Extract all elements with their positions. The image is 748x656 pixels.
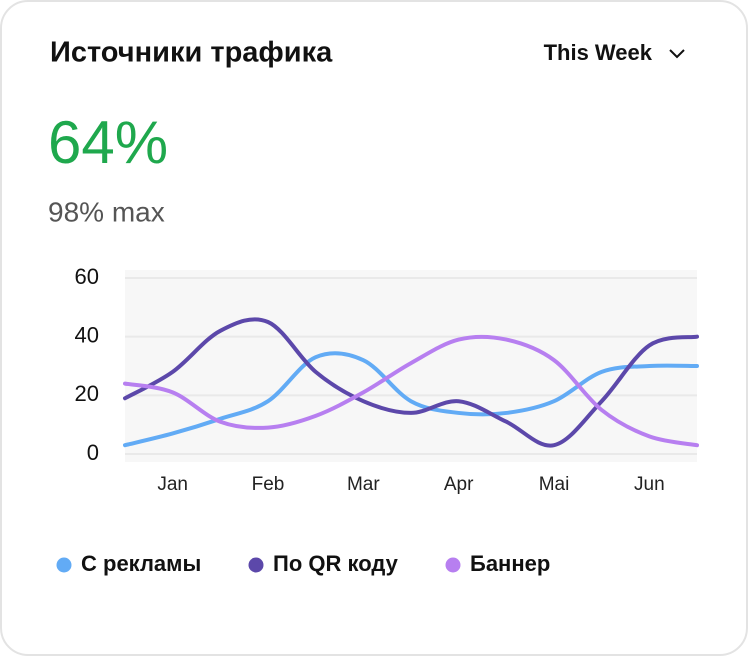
x-tick-label: Feb [252,474,285,495]
x-tick-label: Jun [634,474,665,495]
y-tick-label: 60 [75,264,99,289]
y-tick-label: 40 [75,322,99,347]
legend-label: По QR коду [273,551,399,576]
chevron[interactable] [669,49,685,59]
card-title: Источники трафика [50,37,333,69]
y-tick-label: 20 [75,381,99,406]
legend-label: С рекламы [81,551,201,576]
x-tick-label: Mar [347,474,380,495]
x-tick-label: Jan [157,474,188,495]
legend-dot [248,557,264,573]
legend-label: Баннер [470,551,550,576]
legend-dot [445,557,461,573]
x-tick-label: Apr [444,474,474,495]
series-line [123,334,699,448]
metric-value: 64% [48,109,168,176]
plot-background [125,270,697,462]
period-label[interactable]: This Week [544,40,653,65]
series-line [123,351,699,448]
x-tick-label: Mai [539,474,570,495]
period-dropdown[interactable]: This Week [544,40,685,65]
legend-dot [56,557,72,573]
series-line [123,317,699,448]
metric-note: 98% max [48,196,165,227]
y-tick-label: 0 [87,440,99,465]
